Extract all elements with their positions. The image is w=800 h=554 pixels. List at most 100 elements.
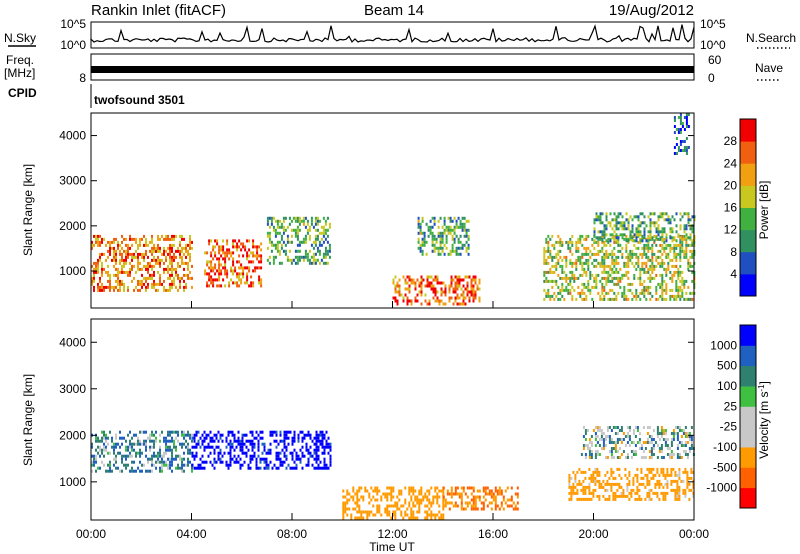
heatmap-cell bbox=[115, 237, 117, 241]
heatmap-cell bbox=[175, 457, 177, 461]
heatmap-cell bbox=[243, 442, 246, 446]
heatmap-cell bbox=[115, 460, 117, 464]
heatmap-cell bbox=[615, 267, 618, 271]
heatmap-cell bbox=[585, 237, 588, 241]
heatmap-cell bbox=[460, 486, 463, 490]
heatmap-cell bbox=[159, 433, 161, 437]
heatmap-cell bbox=[606, 497, 609, 501]
heatmap-cell bbox=[127, 270, 129, 274]
heatmap-cell bbox=[187, 457, 189, 461]
heatmap-cell bbox=[161, 466, 163, 470]
heatmap-cell bbox=[187, 252, 189, 256]
heatmap-cell bbox=[214, 272, 217, 276]
heatmap-cell bbox=[628, 479, 631, 483]
heatmap-cell bbox=[187, 463, 189, 467]
heatmap-cell bbox=[408, 486, 411, 490]
heatmap-cell bbox=[310, 222, 313, 226]
heatmap-cell bbox=[231, 430, 234, 434]
heatmap-cell bbox=[662, 494, 665, 498]
heatmap-cell bbox=[609, 252, 612, 256]
heatmap-cell bbox=[571, 276, 574, 280]
heatmap-cell bbox=[321, 433, 324, 437]
heatmap-cell bbox=[256, 251, 259, 255]
heatmap-cell bbox=[360, 516, 363, 520]
heatmap-cell bbox=[238, 260, 241, 264]
heatmap-cell bbox=[364, 489, 367, 493]
heatmap-cell bbox=[408, 299, 411, 303]
heatmap-cell bbox=[171, 436, 173, 440]
heatmap-cell bbox=[460, 504, 463, 508]
heatmap-cell bbox=[684, 488, 687, 492]
heatmap-cell bbox=[326, 228, 329, 232]
heatmap-cell bbox=[675, 285, 678, 289]
heatmap-cell bbox=[640, 456, 643, 459]
heatmap-cell bbox=[686, 432, 689, 435]
heatmap-cell bbox=[675, 288, 678, 292]
heatmap-cell bbox=[610, 470, 613, 474]
heatmap-cell bbox=[583, 297, 586, 301]
heatmap-cell bbox=[218, 257, 221, 261]
heatmap-cell bbox=[664, 438, 667, 441]
heatmap-cell bbox=[179, 255, 181, 259]
heatmap-cell bbox=[167, 433, 169, 437]
heatmap-cell bbox=[261, 442, 264, 446]
heatmap-cell bbox=[226, 251, 229, 255]
heatmap-cell bbox=[199, 463, 202, 467]
heatmap-cell bbox=[670, 438, 673, 441]
heatmap-cell bbox=[427, 234, 430, 238]
heatmap-cell bbox=[649, 264, 652, 268]
heatmap-cell bbox=[587, 267, 590, 271]
heatmap-cell bbox=[605, 227, 608, 231]
heatmap-cell bbox=[551, 243, 554, 247]
heatmap-cell bbox=[113, 457, 115, 461]
heatmap-cell bbox=[466, 486, 469, 490]
heatmap-cell bbox=[185, 249, 187, 253]
heatmap-cell bbox=[254, 245, 257, 249]
heatmap-cell bbox=[229, 460, 232, 464]
heatmap-cell bbox=[187, 249, 189, 253]
heatmap-cell bbox=[169, 246, 171, 250]
heatmap-cell bbox=[145, 430, 147, 434]
heatmap-cell bbox=[159, 237, 161, 241]
heatmap-cell bbox=[462, 299, 465, 303]
heatmap-cell bbox=[315, 460, 318, 464]
heatmap-cell bbox=[590, 453, 593, 456]
heatmap-cell bbox=[582, 470, 585, 474]
heatmap-cell bbox=[605, 249, 608, 253]
heatmap-cell bbox=[633, 252, 636, 256]
heatmap-cell bbox=[187, 445, 189, 449]
heatmap-cell bbox=[633, 264, 636, 268]
heatmap-cell bbox=[421, 237, 424, 241]
heatmap-cell bbox=[167, 270, 169, 274]
heatmap-cell bbox=[663, 212, 666, 216]
heatmap-cell bbox=[581, 255, 584, 259]
heatmap-cell bbox=[672, 435, 675, 438]
heatmap-cell bbox=[604, 488, 607, 492]
heatmap-cell bbox=[270, 249, 273, 253]
heatmap-cell bbox=[647, 258, 650, 262]
heatmap-cell bbox=[129, 270, 131, 274]
heatmap-cell bbox=[653, 234, 656, 238]
heatmap-cell bbox=[308, 237, 311, 241]
heatmap-cell bbox=[627, 252, 630, 256]
heatmap-cell bbox=[657, 230, 660, 234]
heatmap-cell bbox=[414, 299, 417, 303]
heatmap-cell bbox=[169, 249, 171, 253]
heatmap-cell bbox=[623, 285, 626, 289]
heatmap-cell bbox=[322, 255, 325, 259]
heatmap-cell bbox=[678, 456, 681, 459]
heatmap-cell bbox=[496, 492, 499, 496]
heatmap-cell bbox=[561, 264, 564, 268]
heatmap-cell bbox=[210, 263, 213, 267]
heatmap-cell bbox=[283, 445, 286, 449]
heatmap-cell bbox=[181, 237, 183, 241]
heatmap-cell bbox=[601, 240, 604, 244]
heatmap-cell bbox=[577, 255, 580, 259]
heatmap-cell bbox=[655, 255, 658, 259]
heatmap-cell bbox=[456, 293, 459, 297]
heatmap-cell bbox=[244, 245, 247, 249]
beam-label: Beam 14 bbox=[364, 2, 424, 19]
heatmap-cell bbox=[555, 264, 558, 268]
heatmap-cell bbox=[299, 457, 302, 461]
heatmap-cell bbox=[392, 504, 395, 508]
